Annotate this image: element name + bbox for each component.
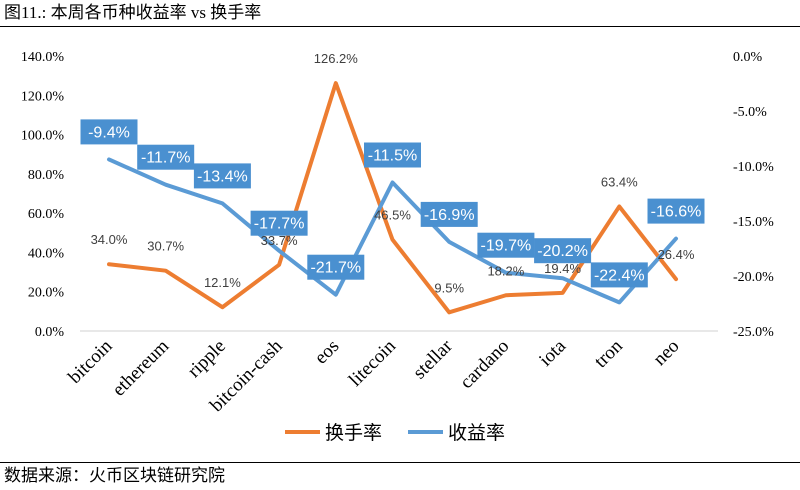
return-label-box	[250, 210, 308, 236]
bottom-divider	[0, 462, 800, 463]
return-label-box	[137, 144, 195, 170]
category-label: litecoin	[345, 335, 400, 390]
right-tick-label: 0.0%	[733, 50, 763, 65]
legend-label-return: 收益率	[448, 422, 505, 444]
turnover-data-label: 34.0%	[91, 232, 128, 247]
turnover-data-label: 19.4%	[544, 261, 581, 276]
turnover-data-label: 26.4%	[658, 247, 695, 262]
turnover-data-label: 30.7%	[147, 239, 184, 254]
return-label-box	[420, 201, 478, 227]
category-label: iota	[535, 335, 570, 370]
turnover-data-label: 126.2%	[314, 51, 359, 66]
return-label-box	[647, 198, 705, 224]
return-data-label: -11.5%	[368, 148, 418, 165]
return-data-label: -19.7%	[481, 238, 532, 255]
source-note: 数据来源：火币区块链研究院	[4, 466, 225, 485]
return-data-label: -16.6%	[651, 204, 702, 221]
category-label: neo	[649, 336, 683, 370]
turnover-data-label: 18.2%	[487, 263, 524, 278]
category-label: ripple	[184, 336, 230, 382]
turnover-line	[107, 81, 678, 315]
right-tick-label: -5.0%	[733, 105, 767, 120]
category-label: stellar	[409, 335, 457, 383]
right-axis: -25.0% -20.0% -15.0% -10.0% -5.0% 0.0%	[733, 50, 774, 340]
return-data-label: -21.7%	[310, 260, 361, 277]
turnover-data-label: 46.5%	[374, 208, 411, 223]
left-tick-label: 140.0%	[21, 50, 65, 65]
left-tick-label: 60.0%	[28, 207, 65, 222]
return-label-box	[80, 119, 138, 145]
return-line	[107, 157, 678, 305]
turnover-data-labels: 34.0% 30.7% 12.1% 33.7% 126.2% 46.5% 9.5% 18.2%…	[91, 51, 695, 295]
return-data-label: -16.9%	[424, 207, 475, 224]
return-label-box	[534, 238, 592, 264]
return-data-labels: -9.4% -11.7% -13.4% -17.7% -21.7% -11.5% -16.9…	[80, 119, 705, 288]
return-data-label: -17.7%	[254, 216, 305, 233]
top-divider	[0, 26, 800, 27]
series-return	[107, 157, 678, 305]
turnover-data-label: 9.5%	[434, 280, 464, 295]
series-turnover	[107, 81, 678, 315]
right-tick-label: -20.0%	[733, 270, 774, 285]
left-tick-label: 120.0%	[21, 89, 65, 104]
category-label: eos	[311, 336, 344, 369]
return-label-box	[477, 232, 535, 258]
return-data-label: -11.7%	[141, 150, 191, 167]
category-label: ethereum	[108, 336, 173, 401]
figure-title: 图11.: 本周各币种收益率 vs 换手率	[4, 3, 262, 22]
turnover-data-label: 63.4%	[601, 174, 638, 189]
turnover-data-label: 33.7%	[261, 233, 298, 248]
left-tick-label: 80.0%	[28, 168, 65, 183]
left-tick-label: 0.0%	[35, 325, 65, 340]
category-label: tron	[590, 335, 627, 372]
return-label-box	[193, 163, 251, 189]
left-tick-label: 100.0%	[21, 129, 65, 144]
left-tick-label: 20.0%	[28, 286, 65, 301]
return-data-label: -9.4%	[88, 124, 130, 141]
turnover-data-label: 12.1%	[204, 275, 241, 290]
right-tick-label: -15.0%	[733, 215, 774, 230]
return-label-box	[307, 254, 365, 280]
category-label: cardano	[456, 336, 513, 393]
legend: 换手率 收益率	[285, 422, 505, 444]
left-tick-label: 40.0%	[28, 246, 65, 261]
return-label-box	[364, 142, 421, 168]
right-tick-label: -10.0%	[733, 160, 774, 175]
legend-label-turnover: 换手率	[325, 422, 382, 444]
return-data-label: -13.4%	[197, 168, 248, 185]
return-label-box	[590, 262, 648, 288]
return-data-label: -20.2%	[537, 243, 588, 260]
return-data-label: -22.4%	[594, 267, 645, 284]
right-tick-label: -25.0%	[733, 325, 774, 340]
category-label: bitcoin	[64, 335, 117, 388]
left-axis: 0.0% 20.0% 40.0% 60.0% 80.0% 100.0% 120.0% 140.…	[21, 50, 65, 340]
